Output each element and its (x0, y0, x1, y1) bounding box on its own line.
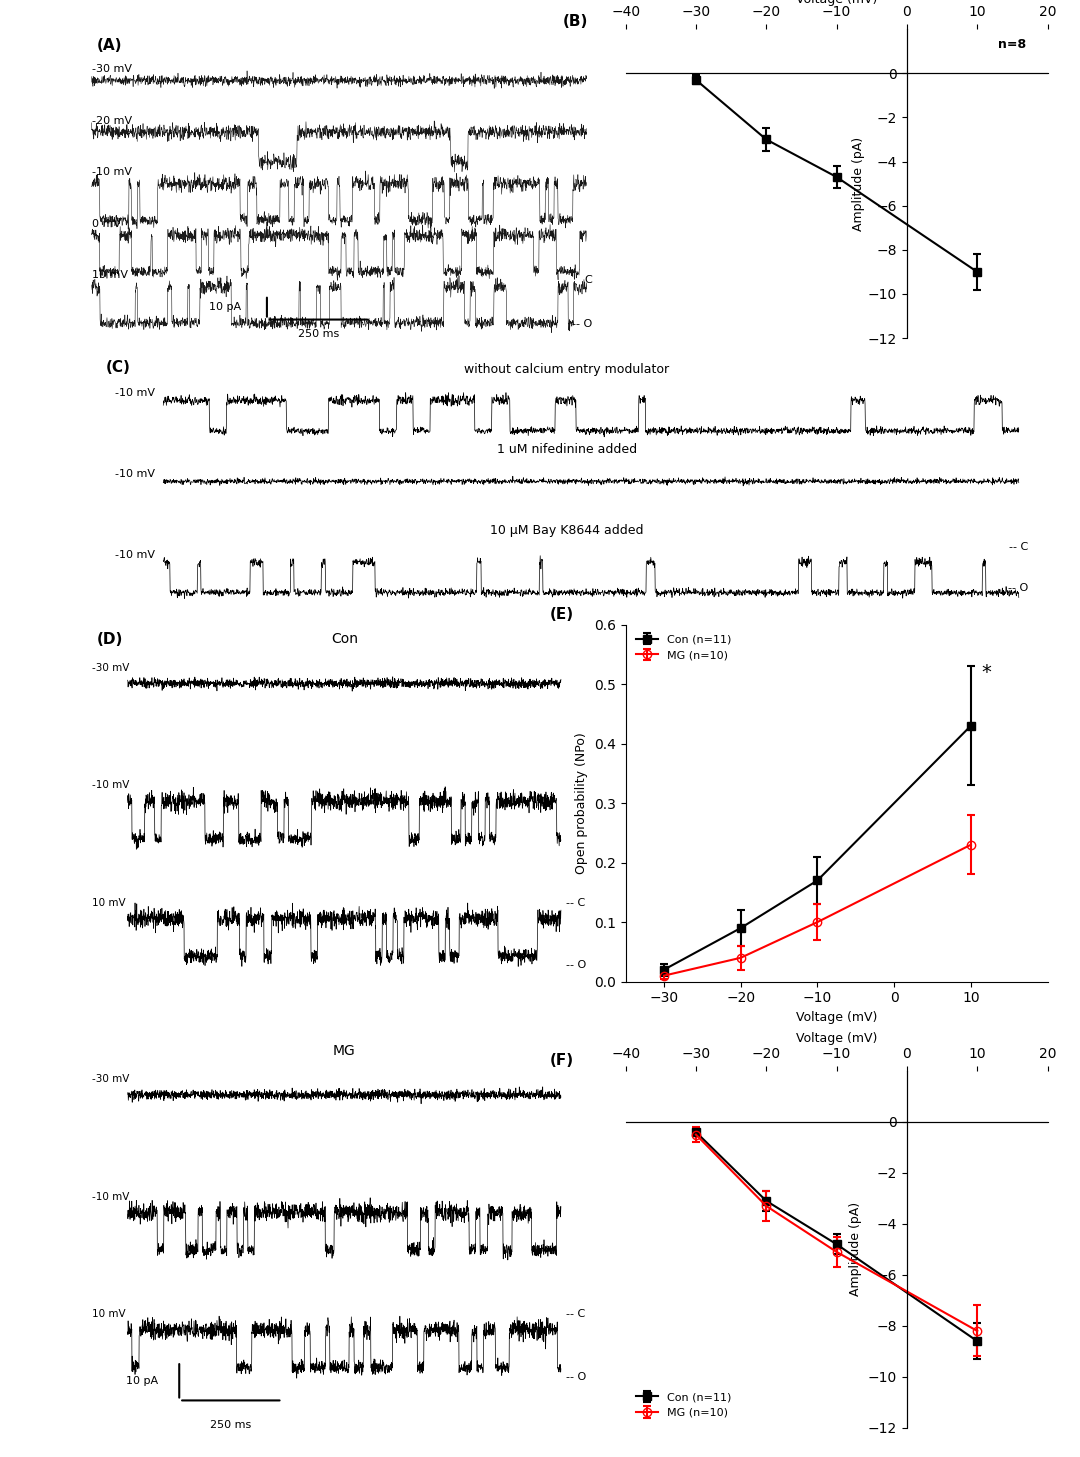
X-axis label: Voltage (mV): Voltage (mV) (796, 0, 877, 6)
Text: 250 ms: 250 ms (298, 329, 339, 339)
X-axis label: Voltage (mV): Voltage (mV) (796, 1011, 877, 1024)
Text: -30 mV: -30 mV (92, 1074, 129, 1084)
Text: -10 mV: -10 mV (92, 781, 129, 790)
Text: -- O: -- O (1008, 583, 1028, 593)
Legend: Con (n=11), MG (n=10): Con (n=11), MG (n=10) (631, 1389, 735, 1422)
Text: -10 mV: -10 mV (116, 388, 156, 398)
Text: -20 mV: -20 mV (92, 117, 132, 125)
Text: 250 ms: 250 ms (211, 1421, 252, 1429)
Text: (C): (C) (106, 360, 131, 374)
Text: 10 mV: 10 mV (92, 271, 127, 280)
Text: -10 mV: -10 mV (92, 168, 132, 178)
Text: -- O: -- O (566, 1372, 586, 1381)
Text: -10 mV: -10 mV (116, 549, 156, 559)
Y-axis label: Amplitude (pA): Amplitude (pA) (849, 1202, 863, 1297)
Text: 0 mV: 0 mV (92, 219, 121, 229)
Text: (A): (A) (97, 38, 122, 54)
Text: -30 mV: -30 mV (92, 64, 132, 74)
Text: 10 pA: 10 pA (210, 302, 241, 312)
Text: -- O: -- O (571, 319, 592, 329)
Text: C: C (584, 275, 592, 286)
Text: 10 μM Bay K8644 added: 10 μM Bay K8644 added (490, 525, 644, 538)
Text: (E): (E) (550, 606, 573, 622)
Text: 10 pA: 10 pA (126, 1375, 159, 1386)
Text: (F): (F) (550, 1053, 573, 1068)
Text: (D): (D) (97, 632, 123, 647)
Text: -10 mV: -10 mV (116, 469, 156, 479)
Text: -30 mV: -30 mV (92, 663, 129, 673)
Legend: Con (n=11), MG (n=10): Con (n=11), MG (n=10) (631, 629, 735, 664)
Text: *: * (982, 663, 991, 682)
Text: (B): (B) (563, 13, 588, 29)
Text: -10 mV: -10 mV (92, 1192, 129, 1202)
Text: n=8: n=8 (998, 38, 1026, 51)
Text: -- C: -- C (566, 1310, 585, 1319)
Text: -- C: -- C (1009, 542, 1028, 552)
Text: Con: Con (330, 632, 357, 647)
Text: 10 mV: 10 mV (92, 1310, 125, 1319)
X-axis label: Voltage (mV): Voltage (mV) (796, 1032, 877, 1045)
Text: without calcium entry modulator: without calcium entry modulator (464, 363, 670, 376)
Text: 1 uM nifedinine added: 1 uM nifedinine added (497, 443, 637, 456)
Y-axis label: Amplitude (pA): Amplitude (pA) (852, 137, 865, 230)
Text: -- O: -- O (566, 960, 586, 970)
Text: 10 mV: 10 mV (92, 898, 125, 908)
Text: -- C: -- C (566, 898, 585, 908)
Text: MG: MG (333, 1043, 355, 1058)
Y-axis label: Open probability (NPo): Open probability (NPo) (576, 733, 589, 874)
